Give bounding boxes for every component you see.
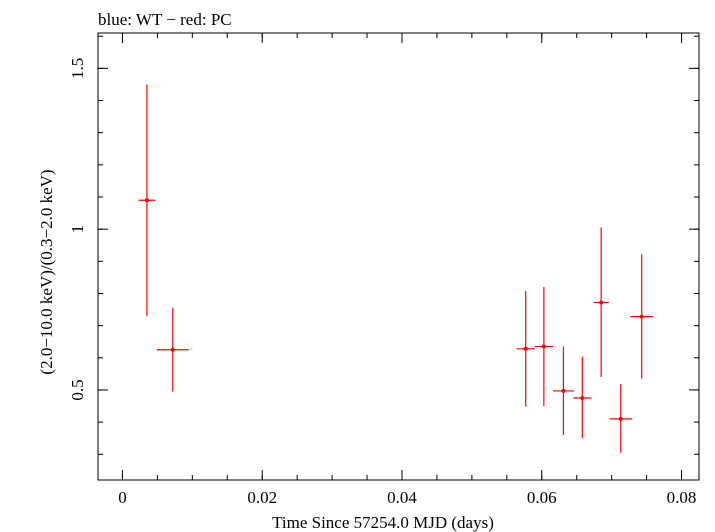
data-point-marker xyxy=(170,347,175,352)
data-point xyxy=(552,346,574,435)
x-axis-label: Time Since 57254.0 MJD (days) xyxy=(272,513,494,532)
data-point-marker xyxy=(639,314,644,319)
x-tick-label: 0 xyxy=(118,488,127,507)
y-tick-labels: 0.5 1 1.5 xyxy=(68,58,87,401)
x-tick-label: 0.02 xyxy=(247,488,277,507)
data-point-marker xyxy=(144,198,149,203)
chart-title: blue: WT − red: PC xyxy=(98,10,232,29)
plot-frame xyxy=(97,32,700,481)
x-tick-labels: 0 0.02 0.04 0.06 0.08 xyxy=(118,488,696,507)
y-axis-label: (2.0−10.0 keV)/(0.3−2.0 keV) xyxy=(37,169,56,374)
data-point-marker xyxy=(541,344,546,349)
data-point-marker xyxy=(523,346,528,351)
x-tick-label: 0.06 xyxy=(527,488,557,507)
data-point xyxy=(138,84,156,316)
data-point-marker xyxy=(580,395,585,400)
data-point-marker xyxy=(618,416,623,421)
x-tick-label: 0.08 xyxy=(667,488,697,507)
y-tick-label: 0.5 xyxy=(68,379,87,400)
y-tick-label: 1.5 xyxy=(68,58,87,79)
axis-ticks xyxy=(98,33,699,480)
data-point xyxy=(630,254,653,379)
data-point xyxy=(516,290,535,407)
data-series-pc xyxy=(138,84,653,453)
data-point xyxy=(593,227,609,378)
x-tick-label: 0.04 xyxy=(387,488,417,507)
data-point xyxy=(156,307,189,392)
data-point-marker xyxy=(561,388,566,393)
data-point-marker xyxy=(599,300,604,305)
data-point xyxy=(609,384,632,453)
data-point xyxy=(534,287,553,407)
data-point xyxy=(573,356,592,439)
y-tick-label: 1 xyxy=(68,225,87,234)
